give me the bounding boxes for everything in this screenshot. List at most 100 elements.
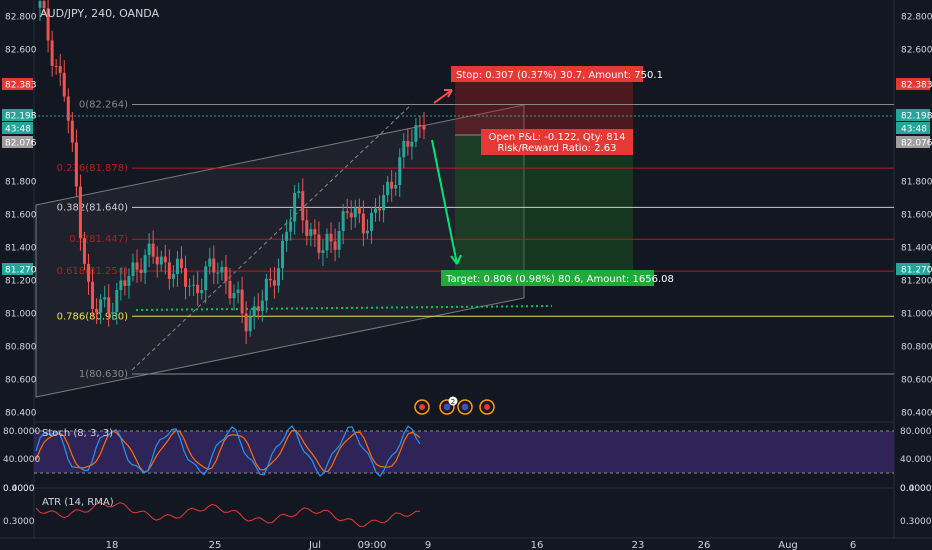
candle-body xyxy=(337,231,341,250)
candle-body xyxy=(123,280,127,286)
open-pl-label: Open P&L: -0.122, Qty: 814 xyxy=(488,132,625,143)
atr-tick: 0.3000 xyxy=(900,517,932,527)
price-tick: 81.000 xyxy=(901,310,932,320)
price-tick: 80.800 xyxy=(901,343,932,353)
candle-body xyxy=(99,299,103,313)
stoch-d-line xyxy=(35,429,421,473)
price-tick: 80.800 xyxy=(5,343,37,353)
candle-body xyxy=(58,66,62,73)
candle-body xyxy=(244,313,248,332)
candle-body xyxy=(301,191,305,221)
candle-body xyxy=(369,212,373,231)
candle-body xyxy=(91,281,95,309)
candle-body xyxy=(256,306,260,311)
price-tick: 81.200 xyxy=(5,277,37,287)
candle-body xyxy=(313,229,317,235)
candle-body xyxy=(276,268,280,286)
target-zone[interactable] xyxy=(455,135,633,270)
time-tick: 25 xyxy=(209,540,222,550)
support-dotted-line[interactable] xyxy=(135,305,553,311)
atr-axis[interactable]: 0.4000 0.3000 0.4000 0.3000 xyxy=(3,484,932,527)
candle-body xyxy=(216,272,220,274)
target-arrow xyxy=(431,139,458,265)
price-tick: 82.383 xyxy=(901,81,932,91)
candle-body xyxy=(345,211,349,213)
stop-label-box[interactable] xyxy=(451,66,643,82)
candle-body xyxy=(305,220,309,236)
time-tick: 09:00 xyxy=(358,540,387,550)
target-label: Target: 0.806 (0.98%) 80.6, Amount: 1656… xyxy=(445,274,674,285)
target-label-box[interactable] xyxy=(441,270,654,286)
fib-trend-line[interactable] xyxy=(131,103,413,371)
candle-body xyxy=(175,258,179,274)
candle-body xyxy=(236,289,240,294)
candle-body xyxy=(196,284,200,294)
candle-body xyxy=(42,1,46,9)
parallel-channel[interactable] xyxy=(35,104,525,398)
candle-body xyxy=(87,263,91,282)
atr-tick: 0.3000 xyxy=(3,517,35,527)
candle-body xyxy=(329,233,333,242)
candle-body xyxy=(414,125,418,142)
price-tick: 80.600 xyxy=(5,376,37,386)
stop-arrowhead xyxy=(444,89,453,98)
stoch-label: Stoch (8, 3, 3) xyxy=(42,428,113,439)
event-count-badge xyxy=(448,396,458,406)
time-tick: 23 xyxy=(632,540,645,550)
candle-body xyxy=(394,185,398,189)
candle-body xyxy=(111,312,115,314)
candle-body xyxy=(155,256,159,265)
candle-body xyxy=(70,120,74,143)
price-tick: 81.200 xyxy=(901,277,932,287)
stoch-axis[interactable]: 80.0000 40.0000 0.0000 80.0000 40.0000 0… xyxy=(3,427,932,494)
candle-body xyxy=(422,125,426,130)
candle-body xyxy=(325,233,329,251)
candle-body xyxy=(167,262,171,279)
price-tag xyxy=(2,122,33,134)
price-tick: 81.000 xyxy=(5,310,37,320)
candle-body xyxy=(252,306,256,317)
candle-body xyxy=(228,280,232,299)
price-tick: 81.270 xyxy=(5,266,37,276)
price-tag xyxy=(896,109,930,121)
stop-arrow xyxy=(433,89,453,104)
pnl-label-box[interactable] xyxy=(481,129,633,155)
event-count: 2 xyxy=(451,398,455,406)
price-tag xyxy=(2,136,33,148)
candle-body xyxy=(260,300,264,311)
candle-body xyxy=(38,1,42,8)
time-tick: 9 xyxy=(425,540,431,550)
price-tick: 81.400 xyxy=(5,244,37,254)
stop-zone[interactable] xyxy=(455,75,633,135)
price-tick: 81.800 xyxy=(5,178,37,188)
candle-body xyxy=(54,65,58,67)
candle-body xyxy=(184,268,188,287)
left-price-axis[interactable]: 82.800 82.600 82.383 82.198 43:48 82.076 81.80… xyxy=(2,13,37,419)
price-tick: 80.600 xyxy=(901,376,932,386)
price-tick: 82.383 xyxy=(5,81,37,91)
time-axis[interactable]: 18 25 Jul 09:00 9 16 23 26 Aug 6 xyxy=(106,540,857,550)
candle-body xyxy=(192,284,196,286)
event-markers[interactable]: 2 xyxy=(414,396,495,415)
right-price-axis[interactable]: 82.800 82.600 82.383 82.198 43:48 82.076 81.80… xyxy=(896,13,932,419)
price-tag xyxy=(2,78,33,90)
time-tick: 6 xyxy=(850,540,856,550)
candle-body xyxy=(159,256,163,265)
candle-body xyxy=(107,297,111,314)
stoch-tick: 0.0000 xyxy=(3,484,35,494)
price-tick: 82.600 xyxy=(901,46,932,56)
candle-body xyxy=(406,140,410,147)
price-tag xyxy=(896,263,930,275)
candle-body xyxy=(317,234,321,253)
fib-level-label: 0.236(81.878) xyxy=(57,163,129,174)
event-dot-icon xyxy=(419,404,425,410)
candle-body xyxy=(224,266,228,281)
candle-body xyxy=(135,262,139,270)
time-tick: Aug xyxy=(778,540,798,550)
candle-body xyxy=(82,238,86,264)
stoch-band xyxy=(34,431,894,473)
price-tick: 82.600 xyxy=(5,46,37,56)
candle-body xyxy=(353,207,357,218)
